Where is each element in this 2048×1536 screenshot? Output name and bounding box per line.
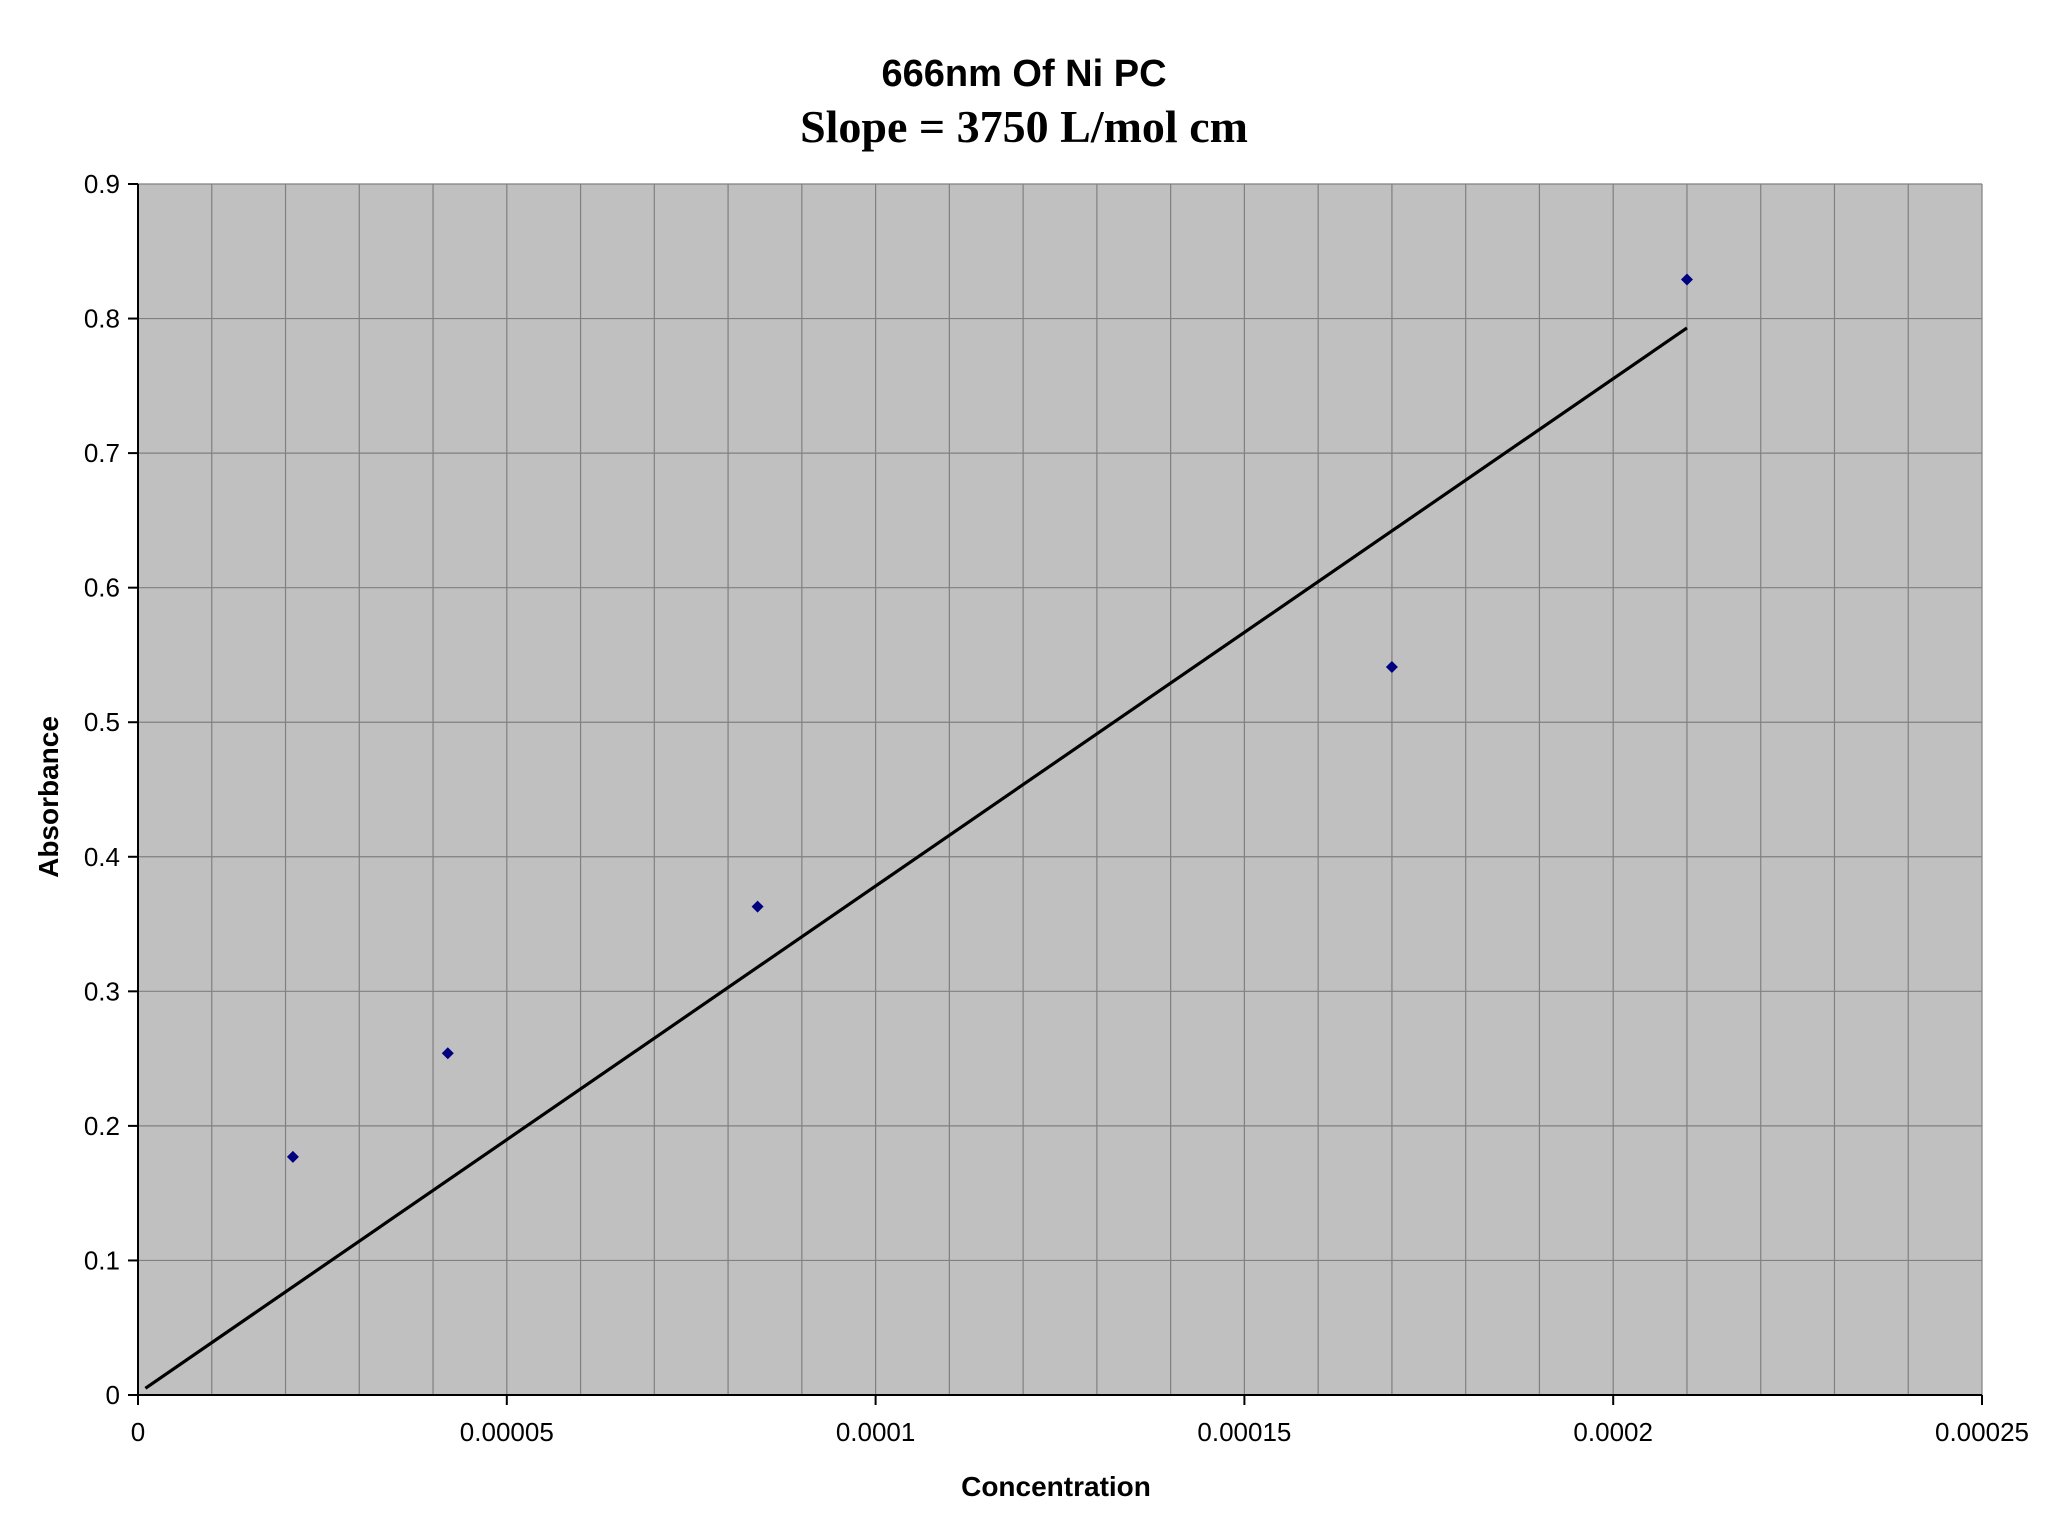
data-point [441,1047,454,1060]
data-point [751,900,764,913]
x-tick-label: 0.00015 [1197,1417,1291,1447]
x-tick-label: 0.00005 [460,1417,554,1447]
x-tick-label: 0.0002 [1573,1417,1653,1447]
y-axis-ticks: 0 0.1 0.2 0.3 0.4 0.5 0.6 0.7 0.8 0.9 [84,169,138,1410]
y-tick-label: 0.2 [84,1111,120,1141]
data-point [1385,661,1398,674]
y-tick-label: 0.3 [84,976,120,1006]
plot-area [138,184,1982,1395]
chart-title: 666nm Of Ni PC [881,53,1166,95]
y-tick-label: 0 [106,1380,120,1410]
x-axis-ticks: 0 0.00005 0.0001 0.00015 0.0002 0.00025 [131,1395,2029,1447]
x-axis-title: Concentration [961,1471,1151,1502]
x-tick-label: 0 [131,1417,145,1447]
gridlines [137,183,1983,1396]
data-point [1680,273,1693,286]
x-tick-label: 0.00025 [1935,1417,2029,1447]
y-tick-label: 0.7 [84,438,120,468]
plot-background [138,184,1982,1395]
y-tick-label: 0.8 [84,304,120,334]
y-tick-label: 0.5 [84,707,120,737]
axes [137,184,1982,1396]
chart-subtitle: Slope = 3750 L/mol cm [800,101,1248,152]
x-tick-label: 0.0001 [836,1417,916,1447]
y-tick-label: 0.6 [84,573,120,603]
y-tick-label: 0.4 [84,842,120,872]
y-tick-label: 0.1 [84,1245,120,1275]
trendline-group [144,326,1688,1390]
trendline [144,326,1688,1390]
data-point [286,1150,299,1163]
y-axis-title: Absorbance [33,716,64,878]
y-tick-label: 0.9 [84,169,120,199]
data-points [286,273,1693,1163]
